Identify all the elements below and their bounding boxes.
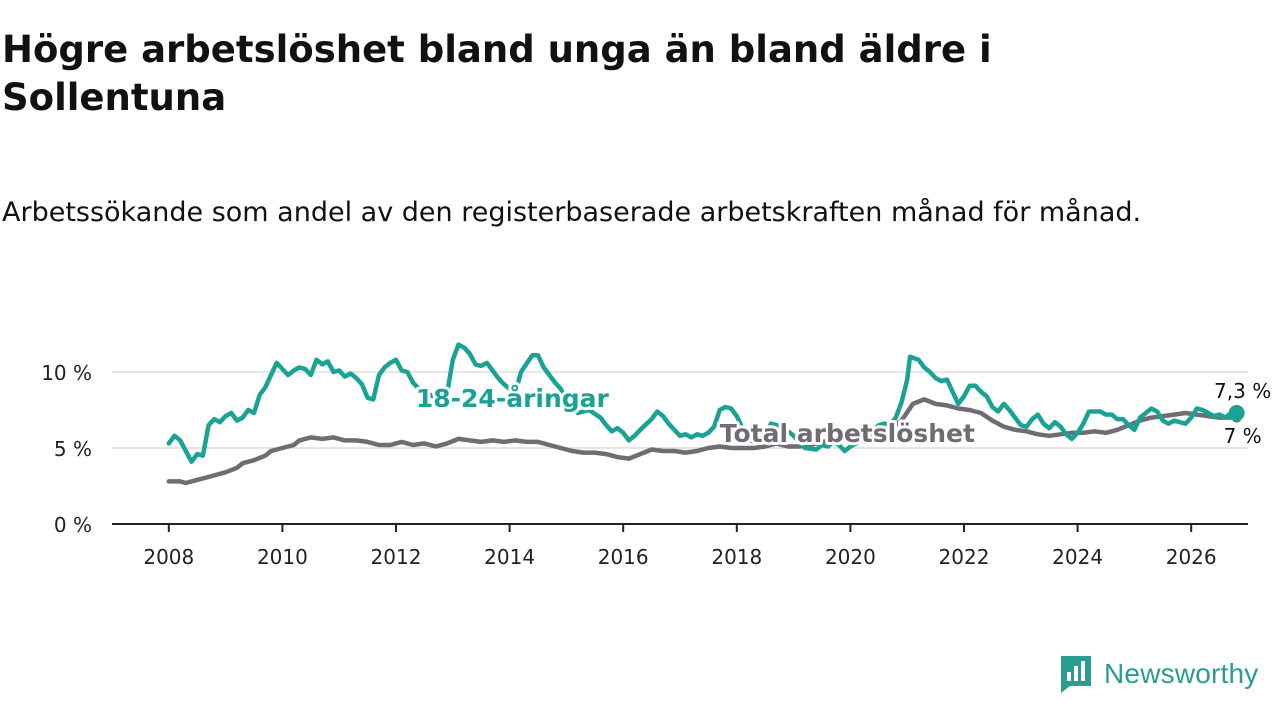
x-tick-label: 2018 <box>711 545 762 569</box>
y-tick-label: 5 % <box>54 437 92 461</box>
x-tick-label: 2014 <box>484 545 535 569</box>
series-line-youth <box>166 342 1239 464</box>
x-tick-label: 2012 <box>371 545 422 569</box>
gridlines <box>112 371 1248 449</box>
chart-subtitle: Arbetssökande som andel av den registerb… <box>2 197 1142 228</box>
x-tick-label: 2016 <box>598 545 649 569</box>
newsworthy-logo-icon <box>1061 656 1091 693</box>
series-line-total <box>166 397 1239 486</box>
series-lines <box>166 342 1245 486</box>
x-tick-label: 2008 <box>143 545 194 569</box>
y-tick-label: 0 % <box>54 513 92 537</box>
end-marker-youth <box>1228 405 1245 422</box>
x-tick-label: 2010 <box>257 545 308 569</box>
series-label-youth: 18-24-åringar <box>416 384 610 413</box>
x-tick-label: 2026 <box>1166 545 1217 569</box>
series-label-total: Total arbetslöshet <box>720 419 975 448</box>
brand-name: Newsworthy <box>1104 658 1259 689</box>
x-tick-label: 2024 <box>1052 545 1103 569</box>
x-tick-label: 2022 <box>939 545 990 569</box>
brand-logo: Newsworthy <box>1058 652 1258 696</box>
y-tick-label: 10 % <box>41 361 92 385</box>
chart-title: Högre arbetslöshet bland unga än bland ä… <box>2 28 992 119</box>
end-label-youth: 7,3 % <box>1214 379 1271 403</box>
end-label-total: 7 % <box>1224 424 1262 448</box>
data-labels: 18-24-åringar Total arbetslöshet 7,3 % 7 % <box>413 377 1273 451</box>
x-tick-label: 2020 <box>825 545 876 569</box>
axes: 0 % 5 % 10 % 2008 2010 2012 2014 2016 2018 2020 20… <box>41 361 1248 569</box>
